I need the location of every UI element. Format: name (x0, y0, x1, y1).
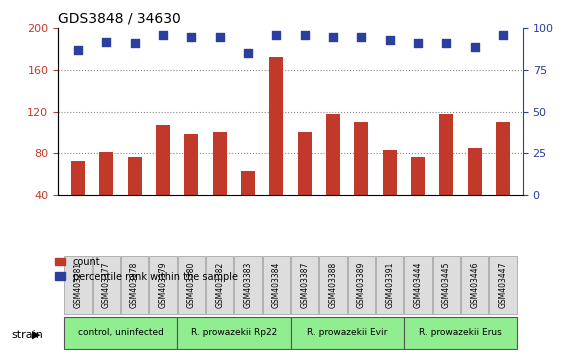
FancyBboxPatch shape (433, 256, 460, 314)
FancyBboxPatch shape (234, 256, 261, 314)
FancyBboxPatch shape (178, 256, 205, 314)
Point (215, 34, 224, 40)
Text: GSM403379: GSM403379 (159, 262, 167, 308)
FancyBboxPatch shape (206, 256, 233, 314)
Text: R. prowazekii Erus: R. prowazekii Erus (419, 328, 502, 337)
FancyBboxPatch shape (93, 256, 120, 314)
FancyBboxPatch shape (64, 256, 92, 314)
Point (102, 39, 111, 45)
Point (328, 34, 338, 40)
Point (498, 32, 508, 38)
Point (272, 32, 281, 38)
Bar (99, 152, 113, 236)
FancyBboxPatch shape (263, 256, 290, 314)
Bar (383, 150, 397, 236)
Bar (354, 122, 368, 236)
Text: R. prowazekii Evir: R. prowazekii Evir (307, 328, 388, 337)
Bar (468, 148, 482, 236)
Bar (496, 122, 510, 236)
Text: GSM403387: GSM403387 (300, 262, 309, 308)
Point (442, 40, 451, 46)
FancyBboxPatch shape (404, 256, 432, 314)
FancyBboxPatch shape (290, 317, 404, 349)
Text: GSM403377: GSM403377 (102, 262, 111, 308)
Text: ▶: ▶ (32, 330, 41, 339)
Bar (297, 132, 312, 236)
FancyBboxPatch shape (177, 317, 290, 349)
Bar (241, 171, 255, 236)
Text: control, uninfected: control, uninfected (77, 328, 163, 337)
FancyBboxPatch shape (320, 256, 347, 314)
Bar (411, 157, 425, 236)
Bar (184, 135, 198, 236)
Text: GSM403380: GSM403380 (187, 262, 196, 308)
Point (243, 50, 253, 56)
Point (470, 44, 479, 50)
FancyBboxPatch shape (149, 256, 177, 314)
FancyBboxPatch shape (64, 317, 177, 349)
Point (130, 40, 139, 46)
FancyBboxPatch shape (121, 256, 148, 314)
Point (73, 47, 83, 53)
Legend: count, percentile rank within the sample: count, percentile rank within the sample (51, 253, 242, 285)
FancyBboxPatch shape (404, 317, 517, 349)
Bar (326, 114, 340, 236)
Text: GSM403444: GSM403444 (414, 262, 422, 308)
Point (300, 32, 309, 38)
Text: GSM403384: GSM403384 (272, 262, 281, 308)
Text: GSM403391: GSM403391 (385, 262, 394, 308)
Text: GSM403389: GSM403389 (357, 262, 366, 308)
Text: strain: strain (12, 330, 44, 339)
FancyBboxPatch shape (291, 256, 318, 314)
Bar (269, 57, 284, 236)
Text: GSM403281: GSM403281 (73, 262, 83, 308)
Bar (71, 161, 85, 236)
FancyBboxPatch shape (489, 256, 517, 314)
Bar (213, 132, 227, 236)
Point (385, 37, 394, 43)
Bar (128, 157, 142, 236)
Text: GSM403382: GSM403382 (215, 262, 224, 308)
Bar (156, 125, 170, 236)
FancyBboxPatch shape (348, 256, 375, 314)
Point (187, 34, 196, 40)
FancyBboxPatch shape (376, 256, 403, 314)
Text: GSM403445: GSM403445 (442, 262, 451, 308)
FancyBboxPatch shape (461, 256, 488, 314)
Point (158, 32, 167, 38)
Text: GSM403378: GSM403378 (130, 262, 139, 308)
Point (414, 40, 423, 46)
Text: GDS3848 / 34630: GDS3848 / 34630 (58, 12, 181, 26)
Text: GSM403383: GSM403383 (243, 262, 253, 308)
Point (357, 34, 366, 40)
Text: GSM403447: GSM403447 (498, 262, 508, 308)
Text: GSM403388: GSM403388 (328, 262, 338, 308)
Text: R. prowazekii Rp22: R. prowazekii Rp22 (191, 328, 277, 337)
Bar (439, 114, 453, 236)
Text: GSM403446: GSM403446 (470, 262, 479, 308)
